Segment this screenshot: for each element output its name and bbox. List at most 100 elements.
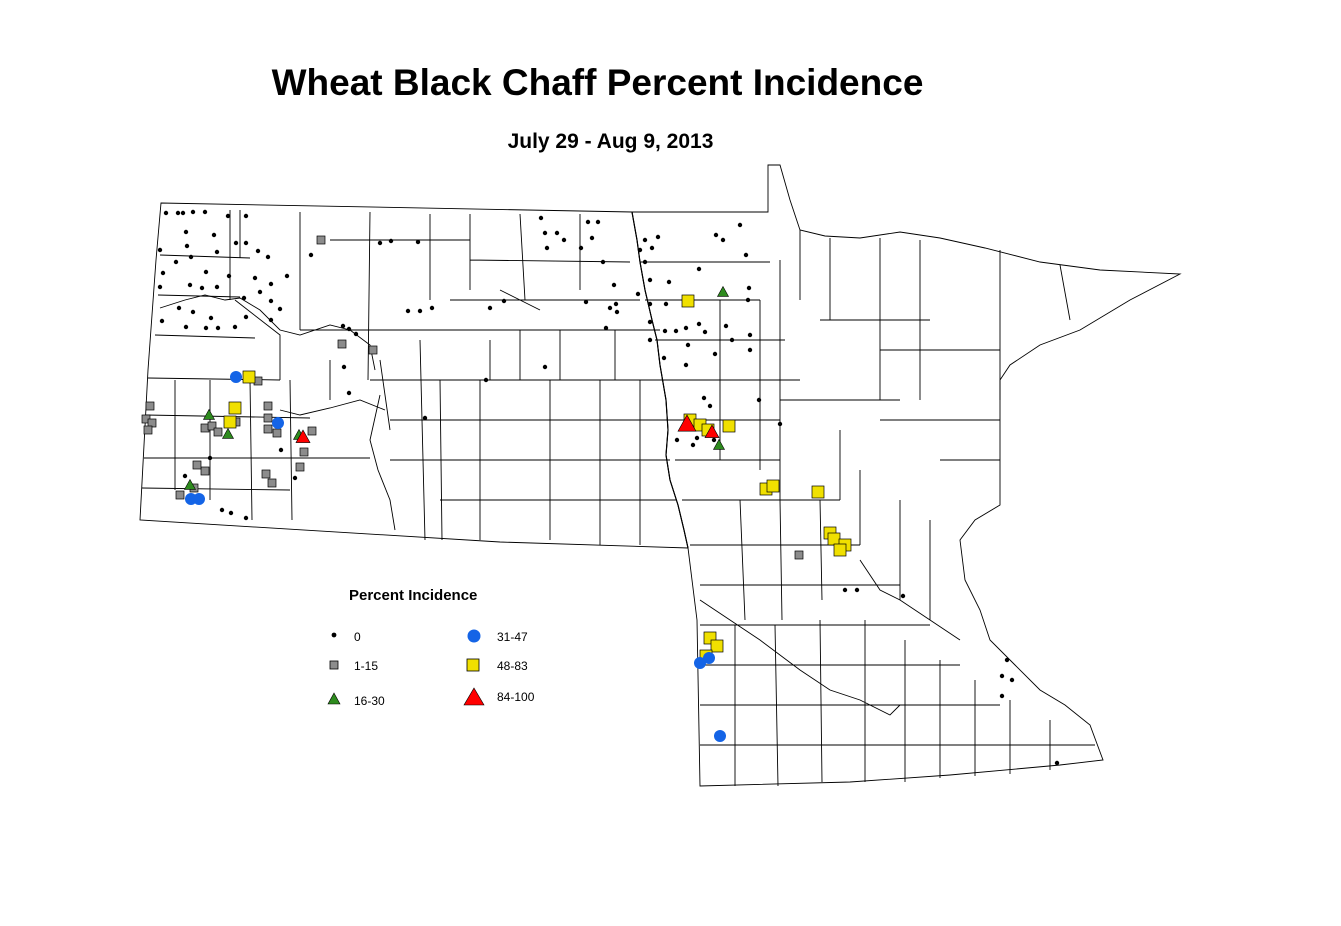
zero-dot-marker xyxy=(600,259,606,265)
zero-dot-marker xyxy=(999,673,1005,679)
zero-dot-marker xyxy=(233,240,239,246)
legend-label-84-100: 84-100 xyxy=(497,690,535,704)
square-marker-1-15 xyxy=(299,447,309,457)
square-marker-48-83 xyxy=(766,479,780,493)
zero-dot-marker xyxy=(214,249,220,255)
zero-dot-marker xyxy=(422,415,428,421)
legend-label-1-15: 1-15 xyxy=(354,659,379,673)
zero-dot-marker xyxy=(208,315,214,321)
zero-dot-marker xyxy=(211,232,217,238)
square-marker-1-15 xyxy=(145,401,155,411)
zero-dot-marker xyxy=(635,291,641,297)
square-marker-1-15 xyxy=(267,478,277,488)
zero-dot-marker xyxy=(745,297,751,303)
zero-dot-marker xyxy=(696,266,702,272)
zero-dot-marker xyxy=(542,230,548,236)
triangle-marker-16-30 xyxy=(221,427,235,439)
square-marker-48-83 xyxy=(827,532,841,546)
zero-dot-marker xyxy=(255,248,261,254)
zero-dot-marker xyxy=(163,210,169,216)
zero-dot-marker xyxy=(743,252,749,258)
zero-dot-marker xyxy=(1004,657,1010,663)
zero-dot-marker xyxy=(405,308,411,314)
zero-dot-marker xyxy=(501,298,507,304)
zero-dot-marker xyxy=(265,254,271,260)
legend-label-16-30: 16-30 xyxy=(354,694,385,708)
zero-dot-marker xyxy=(720,237,726,243)
square-marker-48-83 xyxy=(223,415,237,429)
zero-dot-marker xyxy=(701,395,707,401)
zero-dot-marker xyxy=(683,362,689,368)
zero-dot-marker xyxy=(346,390,352,396)
circle-marker-31-47 xyxy=(272,417,284,429)
zero-dot-marker xyxy=(711,437,717,443)
zero-dot-marker xyxy=(702,329,708,335)
zero-dot-marker xyxy=(341,364,347,370)
zero-dot-marker xyxy=(308,252,314,258)
zero-dot-marker xyxy=(199,285,205,291)
legend-square-icon xyxy=(329,660,339,670)
zero-dot-marker xyxy=(353,331,359,337)
legend-label-31-47: 31-47 xyxy=(497,630,528,644)
zero-dot-marker xyxy=(674,437,680,443)
circle-marker-31-47 xyxy=(230,371,242,383)
zero-dot-marker xyxy=(284,273,290,279)
red-river-line xyxy=(631,211,689,549)
zero-dot-marker xyxy=(542,364,548,370)
zero-dot-marker xyxy=(613,301,619,307)
legend-label-0: 0 xyxy=(354,630,361,644)
square-marker-48-83 xyxy=(710,639,724,653)
zero-dot-marker xyxy=(157,247,163,253)
zero-dot-marker xyxy=(746,285,752,291)
zero-dot-marker xyxy=(578,245,584,251)
zero-dot-marker xyxy=(583,299,589,305)
zero-dot-marker xyxy=(647,337,653,343)
zero-dot-marker xyxy=(190,309,196,315)
zero-dot-marker xyxy=(232,324,238,330)
zero-dot-marker xyxy=(756,397,762,403)
zero-dot-marker xyxy=(243,314,249,320)
zero-dot-marker xyxy=(647,301,653,307)
zero-dot-marker xyxy=(226,273,232,279)
zero-dot-marker xyxy=(747,332,753,338)
zero-dot-marker xyxy=(747,347,753,353)
nd-county-lines xyxy=(141,210,676,545)
zero-dot-marker xyxy=(694,435,700,441)
zero-dot-marker xyxy=(683,325,689,331)
zero-dot-marker xyxy=(243,240,249,246)
zero-dot-marker xyxy=(655,234,661,240)
circle-marker-31-47 xyxy=(193,493,205,505)
zero-dot-marker xyxy=(696,321,702,327)
legend-label-48-83: 48-83 xyxy=(497,659,528,673)
square-marker-1-15 xyxy=(337,339,347,349)
square-marker-48-83 xyxy=(228,401,242,415)
zero-dot-marker xyxy=(999,693,1005,699)
zero-dot-marker xyxy=(183,324,189,330)
map-subtitle: July 29 - Aug 9, 2013 xyxy=(507,130,714,153)
zero-dot-marker xyxy=(712,351,718,357)
zero-dot-marker xyxy=(642,259,648,265)
square-marker-48-83 xyxy=(833,543,847,557)
zero-dot-marker xyxy=(647,277,653,283)
zero-dot-marker xyxy=(1009,677,1015,683)
square-marker-1-15 xyxy=(272,428,282,438)
observation-markers xyxy=(141,209,1060,766)
triangle-marker-16-30 xyxy=(183,478,197,490)
zero-dot-marker xyxy=(842,587,848,593)
zero-dot-marker xyxy=(183,229,189,235)
square-marker-48-83 xyxy=(811,485,825,499)
zero-dot-marker xyxy=(1054,760,1060,766)
triangle-marker-16-30 xyxy=(716,285,730,297)
legend-title: Percent Incidence xyxy=(349,587,478,604)
zero-dot-marker xyxy=(685,342,691,348)
mn-county-lines xyxy=(640,230,1095,787)
zero-dot-marker xyxy=(160,270,166,276)
zero-dot-marker xyxy=(188,254,194,260)
zero-dot-marker xyxy=(662,328,668,334)
zero-dot-marker xyxy=(561,237,567,243)
zero-dot-marker xyxy=(184,243,190,249)
zero-dot-marker xyxy=(614,309,620,315)
zero-dot-marker xyxy=(589,235,595,241)
square-marker-1-15 xyxy=(143,425,153,435)
